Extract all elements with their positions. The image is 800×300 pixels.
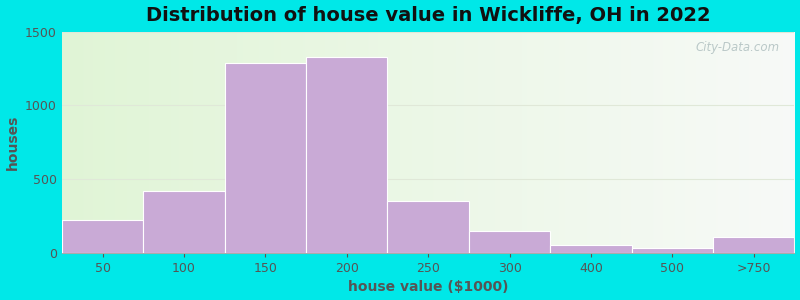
Bar [306, 57, 387, 253]
Bar [143, 191, 225, 253]
Y-axis label: houses: houses [6, 115, 19, 170]
Text: City-Data.com: City-Data.com [696, 40, 780, 53]
Bar [225, 63, 306, 253]
Bar [387, 200, 469, 253]
Bar [713, 237, 794, 253]
Bar [550, 245, 632, 253]
Bar [62, 220, 143, 253]
Title: Distribution of house value in Wickliffe, OH in 2022: Distribution of house value in Wickliffe… [146, 6, 710, 25]
Bar [632, 248, 713, 253]
Bar [469, 232, 550, 253]
X-axis label: house value ($1000): house value ($1000) [348, 280, 508, 294]
